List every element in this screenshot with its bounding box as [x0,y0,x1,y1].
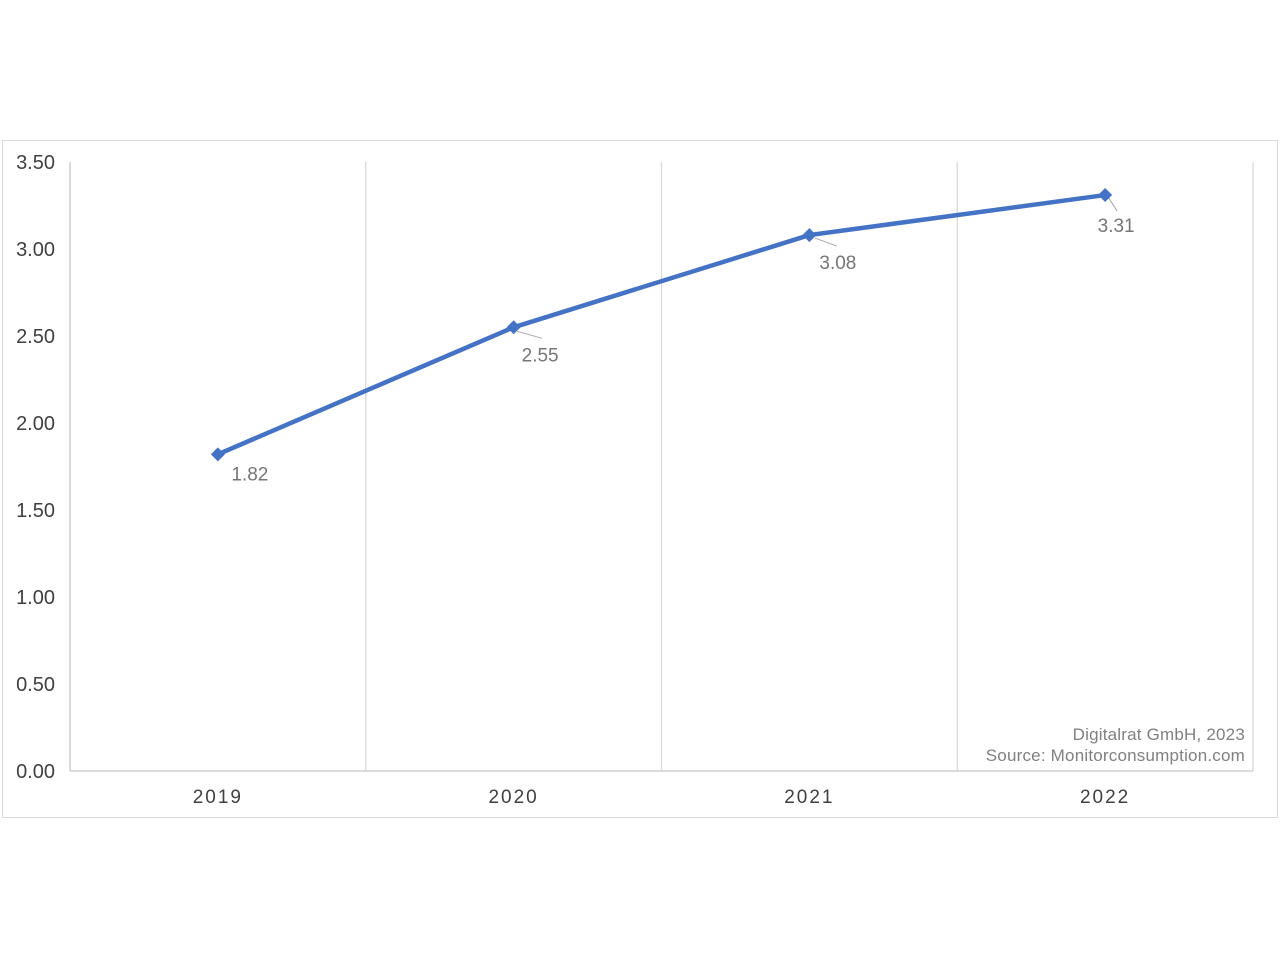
attribution-source: Source: Monitorconsumption.com [985,746,1245,765]
attribution: Digitalrat GmbH, 2023 Source: Monitorcon… [986,724,1245,766]
chart-container [2,140,1278,818]
attribution-company: Digitalrat GmbH, 2023 [1072,725,1245,744]
